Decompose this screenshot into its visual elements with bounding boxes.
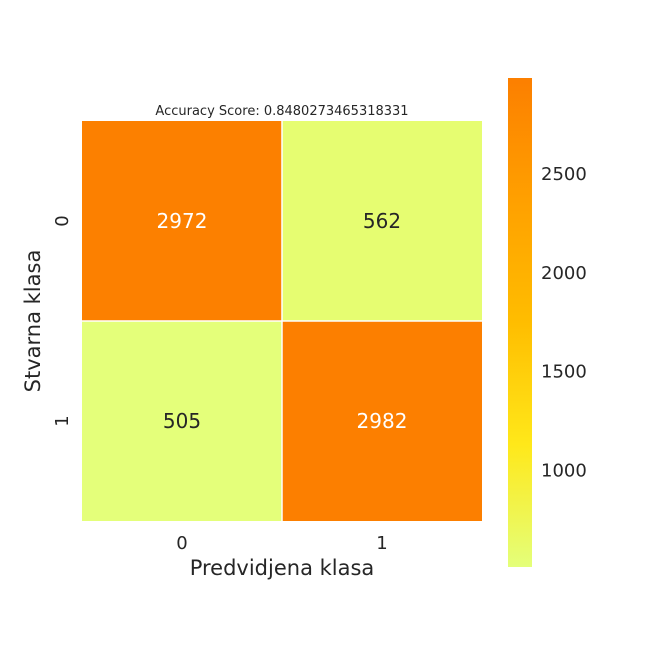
heatmap-cell-1-1 xyxy=(282,321,482,521)
x-axis-title: Predvidjena klasa xyxy=(190,556,375,580)
chart-title: Accuracy Score: 0.8480273465318331 xyxy=(155,104,408,119)
heatmap-cell-0-1 xyxy=(282,121,482,321)
heatmap-cell-1-0 xyxy=(82,321,282,521)
y-tick-label-1: 1 xyxy=(52,415,73,426)
cell-value-0-0: 2972 xyxy=(157,209,208,233)
colorbar-tick-label-1: 1500 xyxy=(541,362,587,383)
colorbar-tick-label-0: 1000 xyxy=(541,460,587,481)
x-tick-label-0: 0 xyxy=(176,533,187,554)
heatmap: 2972 562 505 2982 xyxy=(82,121,482,521)
colorbar-tick-label-3: 2500 xyxy=(541,164,587,185)
colorbar-tick-label-2: 2000 xyxy=(541,263,587,284)
y-tick-label-0: 0 xyxy=(52,215,73,226)
cell-value-1-1: 2982 xyxy=(357,409,408,433)
y-tick-labels: 01 xyxy=(52,215,73,426)
cell-value-1-0: 505 xyxy=(163,409,201,433)
colorbar: 1000 1500 2000 2500 xyxy=(508,78,587,567)
y-axis-title: Stvarna klasa xyxy=(21,250,45,393)
x-tick-label-1: 1 xyxy=(376,533,387,554)
heatmap-cell-0-0 xyxy=(82,121,282,321)
cell-value-0-1: 562 xyxy=(363,209,401,233)
colorbar-gradient xyxy=(508,78,532,567)
